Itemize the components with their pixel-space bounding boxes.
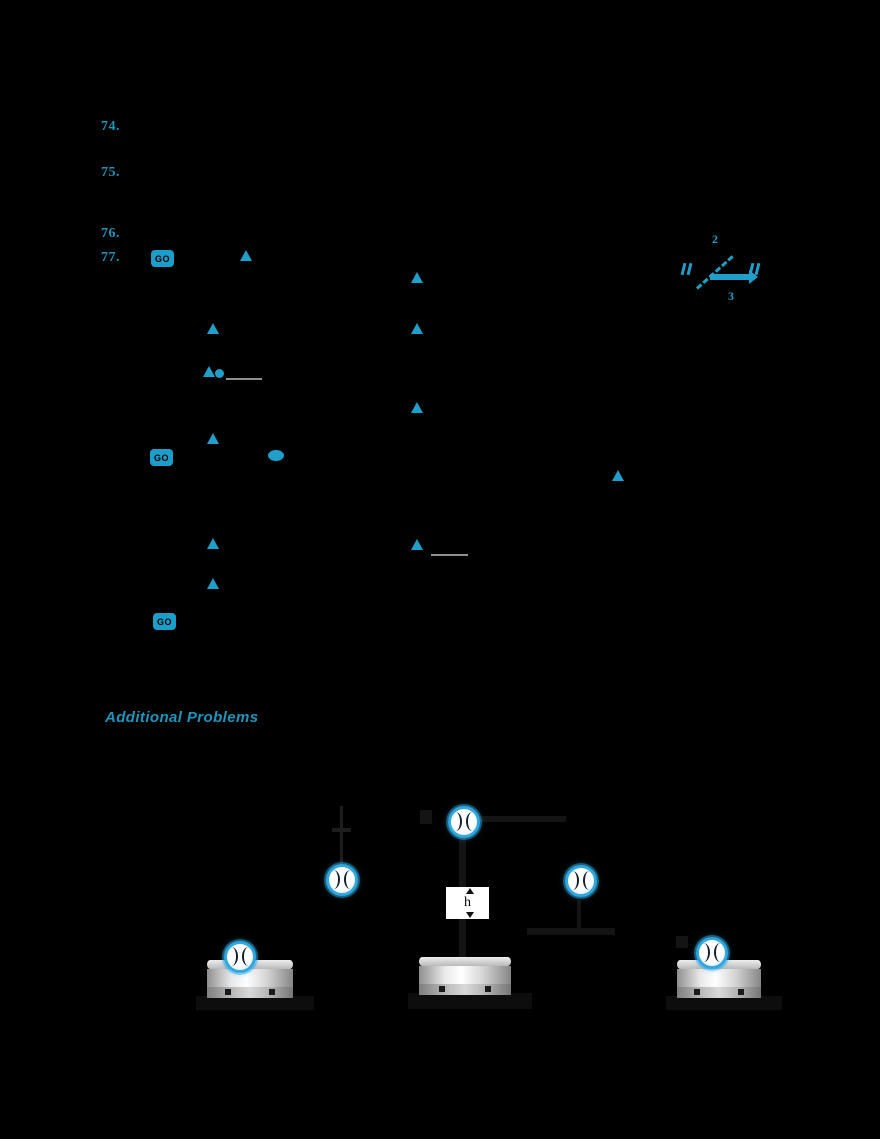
center-pole xyxy=(459,836,466,961)
go-icon: GO xyxy=(150,449,173,466)
blue-arrow xyxy=(710,274,750,280)
cyan-marker-icon xyxy=(207,433,219,444)
vector-diagram-figure: 2 3 xyxy=(640,225,810,320)
problem-number: 76. xyxy=(101,226,120,241)
bolt xyxy=(694,989,700,995)
pedestal xyxy=(419,957,511,995)
bolt xyxy=(225,989,231,995)
go-icon: GO xyxy=(151,250,174,267)
dashed-vector xyxy=(695,255,734,290)
baseball xyxy=(224,941,256,973)
vector-label-bottom: 3 xyxy=(728,289,734,303)
height-label-box: h xyxy=(446,887,489,919)
faint-line xyxy=(577,900,581,930)
pedestal-body xyxy=(677,969,761,987)
baseball xyxy=(565,865,597,897)
pedestal-base xyxy=(408,993,532,1009)
cyan-marker-icon xyxy=(268,450,284,461)
bolt xyxy=(738,989,744,995)
cyan-marker-icon xyxy=(411,402,423,413)
pedestal-band xyxy=(677,987,761,998)
gray-rule xyxy=(431,554,468,556)
problem-number: 75. xyxy=(101,165,120,180)
bolt xyxy=(269,989,275,995)
pedestal-base xyxy=(666,996,782,1010)
pedestal-band xyxy=(419,984,511,995)
baseball xyxy=(696,937,728,969)
pedestal xyxy=(677,960,761,998)
pedestal-rim xyxy=(419,957,511,966)
tick-mark xyxy=(680,262,687,276)
problem-number: 77. xyxy=(101,250,120,265)
pedestal-band xyxy=(207,987,293,998)
height-label: h xyxy=(464,895,471,910)
faint-arrow xyxy=(340,806,343,864)
problem-number: 74. xyxy=(101,119,120,134)
go-icon: GO xyxy=(153,613,176,630)
cyan-marker-icon xyxy=(411,539,423,550)
down-arrow-icon xyxy=(466,912,474,918)
cyan-marker-icon xyxy=(612,470,624,481)
blue-arrow-head xyxy=(749,270,758,284)
cyan-marker-icon xyxy=(207,538,219,549)
cyan-marker-icon xyxy=(411,323,423,334)
faint-bar xyxy=(468,816,566,822)
pedestal-body xyxy=(419,966,511,984)
tick-mark xyxy=(686,262,693,276)
additional-problems-heading: Additional Problems xyxy=(105,709,259,726)
cyan-marker-icon xyxy=(203,366,215,377)
pedestal-rim xyxy=(207,960,293,969)
cyan-marker-icon xyxy=(207,578,219,589)
baseball xyxy=(448,806,480,838)
faint-bar xyxy=(527,928,615,935)
pedestal-rim xyxy=(677,960,761,969)
faint-mark xyxy=(420,810,432,824)
bolt xyxy=(485,986,491,992)
pedestal-base xyxy=(196,996,314,1010)
gray-rule xyxy=(226,378,262,380)
cyan-marker-icon xyxy=(215,369,224,378)
baseball xyxy=(326,864,358,896)
cyan-marker-icon xyxy=(411,272,423,283)
cyan-marker-icon xyxy=(207,323,219,334)
pedestal xyxy=(207,960,293,998)
up-arrow-icon xyxy=(466,888,474,894)
cyan-marker-icon xyxy=(240,250,252,261)
vector-label-top: 2 xyxy=(712,232,718,246)
pedestal-body xyxy=(207,969,293,987)
bolt xyxy=(439,986,445,992)
faint-mark xyxy=(676,936,688,948)
faint-arrow-bar xyxy=(332,828,351,832)
